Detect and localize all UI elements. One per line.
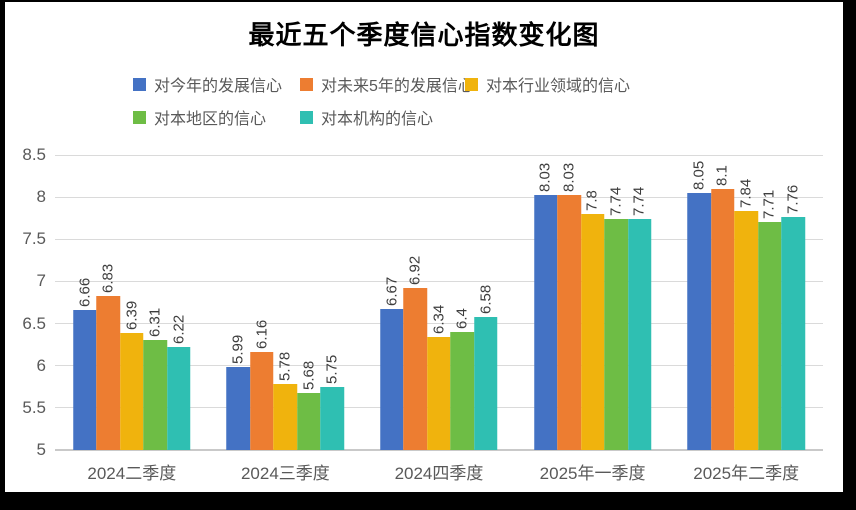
- chart-title: 最近五个季度信心指数变化图: [248, 21, 600, 50]
- bar-value-label: 8.1: [713, 164, 731, 186]
- bar-s1-c0: 6.83: [96, 264, 121, 450]
- bar-value-label: 6.31: [146, 307, 164, 337]
- bar-s4-c0: 6.22: [167, 315, 191, 450]
- bar-s3-c2: 6.4: [450, 308, 475, 450]
- bar-s4-c3: 7.74: [627, 187, 652, 450]
- bar-value-label: 6.66: [75, 277, 93, 308]
- y-tick-label: 7: [36, 271, 46, 291]
- x-category-label: 2025年二季度: [693, 464, 800, 483]
- legend-label: 对本行业领域的信心: [486, 78, 631, 95]
- legend-label: 对今年的发展信心: [154, 78, 283, 95]
- legend-label: 对未来5年的发展信心: [321, 78, 474, 95]
- x-category-label: 2024四季度: [394, 464, 484, 483]
- bar-s0-c2: 6.67: [380, 277, 404, 450]
- bar-group-2: 6.67 6.92 6.34 6.4 6.58: [362, 155, 516, 450]
- bar-s3-c4: 7.71: [757, 189, 782, 450]
- bar-value-label: 8.03: [536, 162, 554, 192]
- bar-group-4: 8.05 8.1 7.84 7.71 7.76: [669, 155, 823, 450]
- plot-area: 5 5.5 6 6.5 7 7.5 8 8.5 6.66 6.83 6.39 6.31 6.22 5.9…: [22, 145, 823, 483]
- y-tick-label: 8.5: [22, 145, 46, 164]
- bar-s3-c3: 7.74: [604, 187, 628, 450]
- bar-s2-c3: 7.8: [580, 190, 605, 450]
- bar-s1-c1: 6.16: [250, 320, 274, 450]
- bar-s3-c1: 5.68: [297, 360, 321, 450]
- gridline: [55, 154, 823, 156]
- x-category-label: 2025年一季度: [539, 464, 646, 483]
- bar-group-1: 5.99 6.16 5.78 5.68 5.75: [209, 155, 363, 450]
- bar-value-label: 6.92: [406, 255, 424, 286]
- legend-swatch-icon: [300, 110, 313, 124]
- bar-s2-c4: 7.84: [734, 178, 758, 450]
- bar-value-label: 6.22: [169, 314, 187, 345]
- bar-value-label: 7.76: [784, 185, 802, 215]
- bar-value-label: 7.8: [583, 190, 601, 211]
- bar-value-label: 6.16: [252, 320, 270, 350]
- bars-container: 8.03 8.03 7.8 7.74 7.74: [533, 162, 652, 450]
- bars-container: 6.67 6.92 6.34 6.4 6.58: [380, 256, 498, 450]
- legend-item-3: 对本地区的信心: [133, 105, 266, 129]
- bar-s1-c4: 8.1: [710, 165, 735, 450]
- legend-swatch-icon: [133, 110, 146, 124]
- legend-swatch-icon: [300, 77, 313, 91]
- bar-s1-c3: 8.03: [557, 162, 581, 450]
- bar-s0-c3: 8.03: [533, 162, 558, 450]
- bar-value-label: 6.4: [453, 308, 471, 329]
- bar-value-label: 5.68: [299, 360, 317, 390]
- x-category-label: 2024二季度: [87, 464, 177, 483]
- x-category-label: 2024三季度: [240, 464, 330, 483]
- legend-label: 对本机构的信心: [321, 111, 434, 128]
- legend-label: 对本地区的信心: [154, 111, 267, 128]
- y-tick-label: 5: [36, 440, 46, 459]
- gridline: [55, 196, 823, 198]
- x-axis-line: [55, 449, 823, 451]
- gridline: [55, 238, 823, 240]
- y-tick-label: 6.5: [22, 313, 46, 333]
- bar-s4-c1: 5.75: [320, 355, 345, 450]
- bar-value-label: 5.75: [323, 354, 341, 384]
- bar-value-label: 6.67: [382, 277, 400, 307]
- bar-s4-c2: 6.58: [474, 285, 498, 450]
- bar-s0-c1: 5.99: [226, 334, 251, 450]
- legend-swatch-icon: [133, 77, 146, 91]
- y-tick-label: 6: [36, 355, 46, 375]
- bars-container: 8.05 8.1 7.84 7.71 7.76: [687, 161, 805, 450]
- legend-item-1: 对未来5年的发展信心: [300, 72, 474, 96]
- bar-value-label: 7.74: [607, 186, 625, 217]
- y-tick-label: 7.5: [22, 229, 46, 249]
- bar-value-label: 8.03: [560, 162, 578, 192]
- legend-item-0: 对今年的发展信心: [133, 72, 282, 96]
- bar-s1-c2: 6.92: [403, 256, 428, 450]
- bar-s0-c4: 8.05: [687, 161, 711, 450]
- bar-value-label: 8.05: [690, 160, 708, 190]
- bar-value-label: 7.71: [760, 189, 778, 219]
- bar-value-label: 5.99: [229, 334, 247, 364]
- bar-value-label: 6.39: [122, 300, 140, 330]
- bar-value-label: 6.58: [476, 284, 494, 314]
- bar-value-label: 7.84: [737, 178, 755, 208]
- bar-s2-c1: 5.78: [273, 352, 298, 450]
- legend-item-4: 对本机构的信心: [300, 105, 433, 129]
- gridline: [55, 280, 823, 282]
- bars-container: 6.66 6.83 6.39 6.31 6.22: [73, 264, 191, 450]
- bar-value-label: 7.74: [630, 186, 648, 217]
- bar-s2-c0: 6.39: [120, 301, 144, 450]
- bar-value-label: 5.78: [276, 352, 294, 382]
- bar-group-3: 8.03 8.03 7.8 7.74 7.74: [516, 155, 670, 450]
- chart-canvas: 最近五个季度信心指数变化图 对今年的发展信心 对未来5年的发展信心 对本行业领域的信…: [5, 2, 843, 492]
- y-tick-label: 5.5: [22, 397, 46, 417]
- legend-item-2: 对本行业领域的信心: [465, 72, 630, 96]
- bar-s0-c0: 6.66: [73, 278, 97, 450]
- bar-value-label: 6.34: [429, 304, 447, 335]
- bar-s4-c4: 7.76: [781, 185, 805, 450]
- bars-container: 5.99 6.16 5.78 5.68 5.75: [226, 320, 345, 450]
- bar-value-label: 6.83: [99, 263, 117, 293]
- bar-group-0: 6.66 6.83 6.39 6.31 6.22: [55, 155, 209, 450]
- bar-s2-c2: 6.34: [427, 305, 451, 450]
- legend-swatch-icon: [465, 77, 478, 91]
- gridline: [55, 323, 823, 325]
- y-tick-label: 8: [36, 187, 46, 207]
- bar-s3-c0: 6.31: [143, 307, 168, 450]
